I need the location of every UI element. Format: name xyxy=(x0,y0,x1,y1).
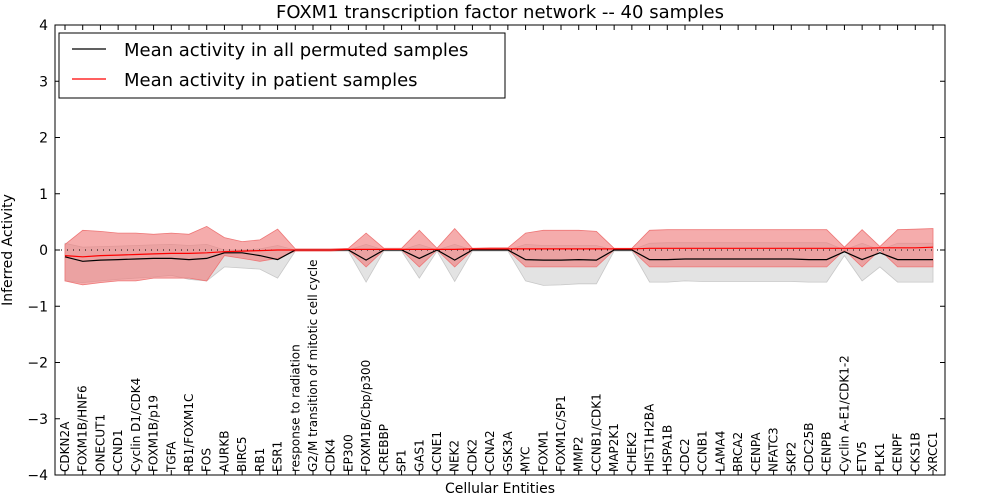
y-tick-label: −3 xyxy=(27,412,48,428)
x-tick-label: XRCC1 xyxy=(926,432,940,472)
chart-title: FOXM1 transcription factor network -- 40… xyxy=(276,2,724,23)
x-tick-label: NEK2 xyxy=(448,440,462,472)
y-tick-label: 3 xyxy=(39,74,48,90)
x-tick-label: CREBBP xyxy=(377,424,391,472)
x-tick-label: CDK4 xyxy=(324,439,338,472)
plot-frame xyxy=(54,24,946,476)
x-tick-label: FOXM1B/HNF6 xyxy=(76,385,90,472)
x-tick-label: BIRC5 xyxy=(235,436,249,472)
x-tick-label: ETV5 xyxy=(855,441,869,472)
x-tick-label: CCND1 xyxy=(111,429,125,472)
legend-label-permuted: Mean activity in all permuted samples xyxy=(124,40,468,61)
x-tick-label: Cyclin A-E1/CDK1-2 xyxy=(837,355,851,472)
legend: Mean activity in all permuted samples Me… xyxy=(58,32,506,99)
y-tick-label: 1 xyxy=(39,187,48,203)
x-tick-label: CDC25B xyxy=(802,423,816,473)
x-axis-ticks: CDKN2A FOXM1B/HNF6 ONECUT1 CCND1 Cyclin D1/C… xyxy=(58,25,940,475)
x-tick-label: FOS xyxy=(200,448,214,472)
x-tick-label: FOXM1 xyxy=(536,430,550,472)
y-axis-ticks: 4 3 2 1 0 −1 −2 −3 −4 xyxy=(27,18,945,484)
y-tick-label: −2 xyxy=(27,356,48,372)
y-tick-label: 0 xyxy=(39,243,48,259)
x-tick-label: CCNA2 xyxy=(483,430,497,472)
x-tick-label: G2/M transition of mitotic cell cycle xyxy=(306,259,320,472)
x-tick-label: AURKB xyxy=(217,431,231,472)
series-line-patient xyxy=(64,246,934,258)
y-axis-label: Inferred Activity xyxy=(0,194,16,306)
x-tick-label: MMP2 xyxy=(572,436,586,472)
x-axis-label: Cellular Entities xyxy=(445,481,555,497)
x-tick-label: RB1/FOXM1C xyxy=(182,394,196,472)
x-tick-label: PLK1 xyxy=(873,443,887,472)
x-tick-label: ESR1 xyxy=(271,441,285,472)
x-tick-label: FOXM1C/SP1 xyxy=(554,395,568,472)
x-tick-label: FOXM1B/p19 xyxy=(147,395,161,472)
x-tick-label: MYC xyxy=(519,447,533,472)
confidence-bands xyxy=(64,225,934,286)
x-tick-label: ONECUT1 xyxy=(93,414,107,472)
x-tick-label: CHEK2 xyxy=(625,432,639,473)
x-tick-label: CENPA xyxy=(749,432,763,472)
x-tick-label: CCNB1/CDK1 xyxy=(589,393,603,472)
legend-box xyxy=(58,32,506,99)
x-tick-label: CENPF xyxy=(891,433,905,472)
x-tick-label: TGFA xyxy=(164,441,178,473)
y-tick-label: −4 xyxy=(27,468,48,484)
x-tick-label: CDK2 xyxy=(465,439,479,472)
series-lines xyxy=(64,246,934,262)
x-tick-label: NFATC3 xyxy=(767,427,781,472)
x-tick-label: FOXM1B/Cbp/p300 xyxy=(359,360,373,472)
x-tick-label: HSPA1B xyxy=(660,425,674,472)
y-tick-label: 2 xyxy=(39,131,48,147)
x-tick-label: response to radiation xyxy=(288,344,302,472)
x-tick-label: CENPB xyxy=(820,432,834,472)
x-tick-label: HIST1H2BA xyxy=(643,403,657,472)
x-tick-label: SP1 xyxy=(395,450,409,473)
x-tick-label: LAMA4 xyxy=(713,431,727,472)
x-tick-label: CDC2 xyxy=(678,438,692,472)
legend-label-patient: Mean activity in patient samples xyxy=(124,70,418,91)
x-tick-label: RB1 xyxy=(253,448,267,472)
x-tick-label: CCNB1 xyxy=(696,430,710,472)
x-tick-label: GSK3A xyxy=(501,431,515,472)
x-tick-label: CKS1B xyxy=(908,432,922,472)
x-tick-label: MAP2K1 xyxy=(607,423,621,472)
x-tick-label: CDKN2A xyxy=(58,421,72,472)
x-tick-label: CCNE1 xyxy=(430,431,444,472)
y-tick-label: −1 xyxy=(27,299,48,315)
x-tick-label: SKP2 xyxy=(784,442,798,472)
x-tick-label: BRCA2 xyxy=(731,432,745,472)
x-tick-label: GAS1 xyxy=(412,439,426,472)
x-tick-label: Cyclin D1/CDK4 xyxy=(129,378,143,472)
x-tick-label: EP300 xyxy=(341,434,355,472)
series-line-permuted xyxy=(64,249,933,262)
y-tick-label: 4 xyxy=(39,18,48,34)
